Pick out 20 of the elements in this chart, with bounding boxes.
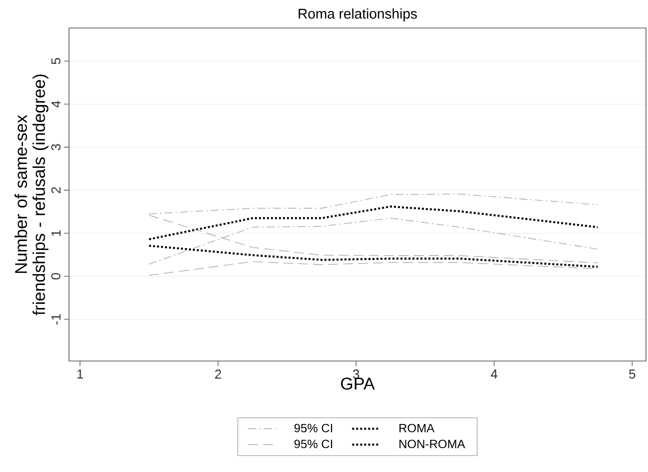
x-tick-label: 2	[215, 370, 222, 379]
y-axis-title: Number of same-sex friendships - refusals (indegree)	[14, 74, 48, 316]
y-tick-label: -1	[52, 314, 60, 324]
y-tick-label: 0	[51, 273, 60, 280]
line-series	[148, 206, 599, 240]
x-tick-label: 5	[629, 370, 636, 379]
legend-label: 95% CI	[294, 424, 332, 432]
chart-title: Roma relationships	[298, 8, 417, 22]
y-tick-label: 2	[51, 187, 60, 194]
line-series	[148, 244, 599, 268]
legend-label: 95% CI	[294, 440, 332, 448]
y-tick-label: 4	[52, 100, 60, 108]
x-tick-label: 1	[77, 370, 84, 378]
legend-label: NON-ROMA	[400, 440, 466, 448]
legend-label: ROMA	[400, 424, 434, 432]
x-axis-title: GPA	[341, 378, 375, 390]
y-tick-label: 5	[51, 58, 60, 64]
x-tick-label: 4	[490, 370, 498, 378]
y-tick-label: 1	[52, 230, 60, 236]
y-tick-label: 3	[51, 144, 60, 150]
